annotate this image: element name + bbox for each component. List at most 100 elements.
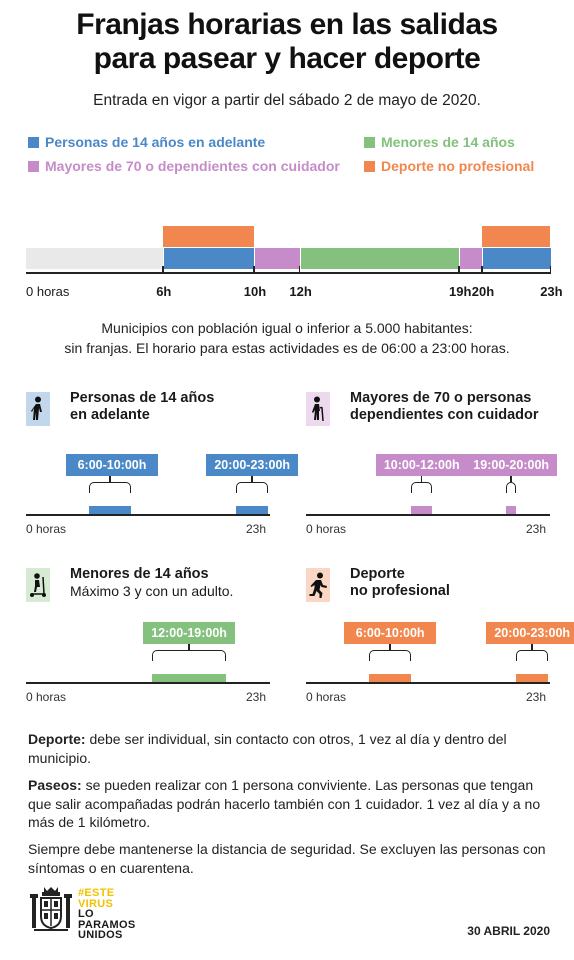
panel-start-label: 0 horas bbox=[306, 522, 347, 536]
panel-range-bracket bbox=[236, 482, 268, 493]
info-paragraph-heading: Paseos: bbox=[28, 777, 82, 793]
logo-line-5: UNIDOS bbox=[78, 929, 123, 941]
timeline-tick bbox=[549, 266, 552, 274]
info-paragraph: Deporte: debe ser individual, sin contac… bbox=[28, 730, 548, 767]
coat-of-arms-icon bbox=[30, 886, 72, 936]
timeline-segment-elderly bbox=[459, 248, 483, 269]
timeline-tick bbox=[253, 266, 255, 274]
panel-start-label: 0 horas bbox=[306, 690, 347, 704]
panel-range-connector bbox=[510, 476, 512, 482]
panel-end-label: 23h bbox=[526, 690, 547, 704]
timeline-tick-label: 12h bbox=[289, 284, 312, 299]
timeline-tick-label: 20h bbox=[471, 284, 495, 299]
legend-swatch bbox=[28, 160, 39, 172]
legend-swatch bbox=[364, 160, 375, 172]
panel-range-connector bbox=[389, 644, 391, 650]
timeline-tick bbox=[162, 266, 164, 274]
walking-person-icon bbox=[26, 392, 50, 426]
panel-range-connector bbox=[251, 476, 253, 482]
panel-axis bbox=[306, 682, 550, 684]
panel-minors: Menores de 14 años Máximo 3 y con un adul… bbox=[26, 566, 286, 726]
title-line-1: Franjas horarias en las salidas bbox=[76, 8, 498, 41]
panel-range-connector bbox=[531, 644, 533, 650]
panel-range-connector bbox=[188, 644, 190, 650]
main-timeline: 0 horas 6h 10h 12h 19h 20h 23h bbox=[0, 200, 574, 310]
panel-range-bracket bbox=[152, 650, 226, 661]
panel-title: Mayores de 70 o personas dependientes con… bbox=[350, 390, 539, 424]
panel-title: Menores de 14 años Máximo 3 y con un adul… bbox=[70, 566, 233, 600]
panel-subtitle: Máximo 3 y con un adulto. bbox=[70, 583, 234, 599]
timeline-tick bbox=[298, 266, 301, 274]
elderly-person-icon bbox=[306, 392, 330, 426]
legend-item-sport: Deporte no profesional bbox=[364, 158, 534, 174]
panel-title-line-1: Deporte bbox=[350, 566, 405, 582]
timeline-tick bbox=[458, 266, 460, 274]
panel-range-label: 20:00-23:00h bbox=[206, 454, 299, 476]
info-paragraph-text: debe ser individual, sin contacto con ot… bbox=[28, 731, 507, 766]
legend-label: Personas de 14 años en adelante bbox=[45, 134, 266, 150]
panel-elderly: Mayores de 70 o personas dependientes con… bbox=[306, 390, 566, 550]
panel-end-label: 23h bbox=[526, 522, 547, 536]
info-paragraph: Paseos: se pueden realizar con 1 persona… bbox=[28, 776, 548, 832]
panel-range-bar bbox=[411, 506, 433, 514]
panel-range-connector bbox=[109, 476, 111, 482]
panel-end-label: 23h bbox=[246, 522, 267, 536]
page-title: Franjas horarias en las salidas para pas… bbox=[0, 8, 574, 76]
publication-date: 30 ABRIL 2020 bbox=[467, 924, 550, 938]
scooter-child-icon bbox=[26, 568, 50, 602]
panel-range-connector bbox=[420, 476, 423, 482]
panel-range-bracket bbox=[505, 482, 517, 493]
panel-title-line-2: dependientes con cuidador bbox=[350, 407, 539, 423]
small-municipalities-note: Municipios con población igual o inferio… bbox=[0, 318, 574, 358]
timeline-segment-adults bbox=[482, 248, 552, 269]
panel-range-bracket bbox=[89, 482, 132, 493]
panel-range-bar bbox=[236, 506, 268, 514]
logo-line-4: PARAMOS bbox=[78, 918, 136, 931]
logo-line-1: #ESTE bbox=[78, 887, 115, 899]
timeline-start-label: 0 horas bbox=[26, 284, 70, 299]
legend-label: Mayores de 70 o dependientes con cuidado… bbox=[45, 158, 340, 174]
panel-start-label: 0 horas bbox=[26, 522, 67, 536]
legend-swatch bbox=[28, 136, 39, 148]
legend-swatch bbox=[364, 136, 375, 148]
panel-range-label: 20:00-23:00h bbox=[486, 622, 574, 644]
panel-range-bar bbox=[89, 506, 132, 514]
panel-range-bar bbox=[505, 506, 517, 514]
panel-axis bbox=[26, 514, 270, 516]
timeline-segment-sport bbox=[162, 226, 254, 247]
panel-end-label: 23h bbox=[246, 690, 267, 704]
panel-title-line-1: Mayores de 70 o personas bbox=[350, 390, 532, 406]
panel-range-bar bbox=[152, 674, 226, 682]
timeline-segment-sport bbox=[482, 226, 551, 247]
note-line-2: sin franjas. El horario para estas activ… bbox=[64, 340, 510, 356]
panel-range-label: 10:00-12:00h bbox=[375, 454, 468, 476]
panel-title-line-2: en adelante bbox=[70, 407, 150, 423]
subtitle: Entrada en vigor a partir del sábado 2 d… bbox=[93, 92, 481, 109]
info-paragraph-text: Siempre debe mantenerse la distancia de … bbox=[28, 841, 546, 876]
timeline-segment-adults bbox=[162, 248, 255, 269]
panel-title: Personas de 14 años en adelante bbox=[70, 390, 214, 424]
panel-adults: Personas de 14 años en adelante 6:00-10:00… bbox=[26, 390, 299, 550]
legend-label: Deporte no profesional bbox=[381, 158, 535, 174]
panel-title-line-2: no profesional bbox=[350, 583, 450, 599]
panel-axis bbox=[306, 514, 550, 516]
panel-range-label: 6:00-10:00h bbox=[66, 454, 158, 476]
timeline-axis bbox=[26, 272, 550, 274]
note-line-1: Municipios con población igual o inferio… bbox=[101, 320, 473, 336]
timeline-tick-label: 10h bbox=[243, 284, 267, 299]
legend-item-minors: Menores de 14 años bbox=[364, 134, 515, 150]
panel-range-label: 12:00-19:00h bbox=[143, 622, 236, 644]
legend-item-elderly: Mayores de 70 o dependientes con cuidado… bbox=[28, 158, 340, 174]
info-paragraph-heading: Deporte: bbox=[28, 731, 86, 747]
panel-range-bar bbox=[369, 674, 412, 682]
campaign-logo: #ESTE VIRUS LO PARAMOS UNIDOS bbox=[78, 888, 136, 941]
panel-start-label: 0 horas bbox=[26, 690, 67, 704]
panel-range-bracket bbox=[411, 482, 433, 493]
panel-title: Deporte no profesional bbox=[350, 566, 450, 600]
panel-sport: Deporte no profesional 6:00-10:00h 20:00-23… bbox=[306, 566, 574, 726]
timeline-tick-label: 23h bbox=[540, 284, 563, 299]
panel-range-bracket bbox=[369, 650, 412, 661]
timeline-tick bbox=[481, 266, 483, 274]
timeline-segment-elderly bbox=[254, 248, 301, 269]
title-line-2: para pasear y hacer deporte bbox=[93, 42, 481, 75]
